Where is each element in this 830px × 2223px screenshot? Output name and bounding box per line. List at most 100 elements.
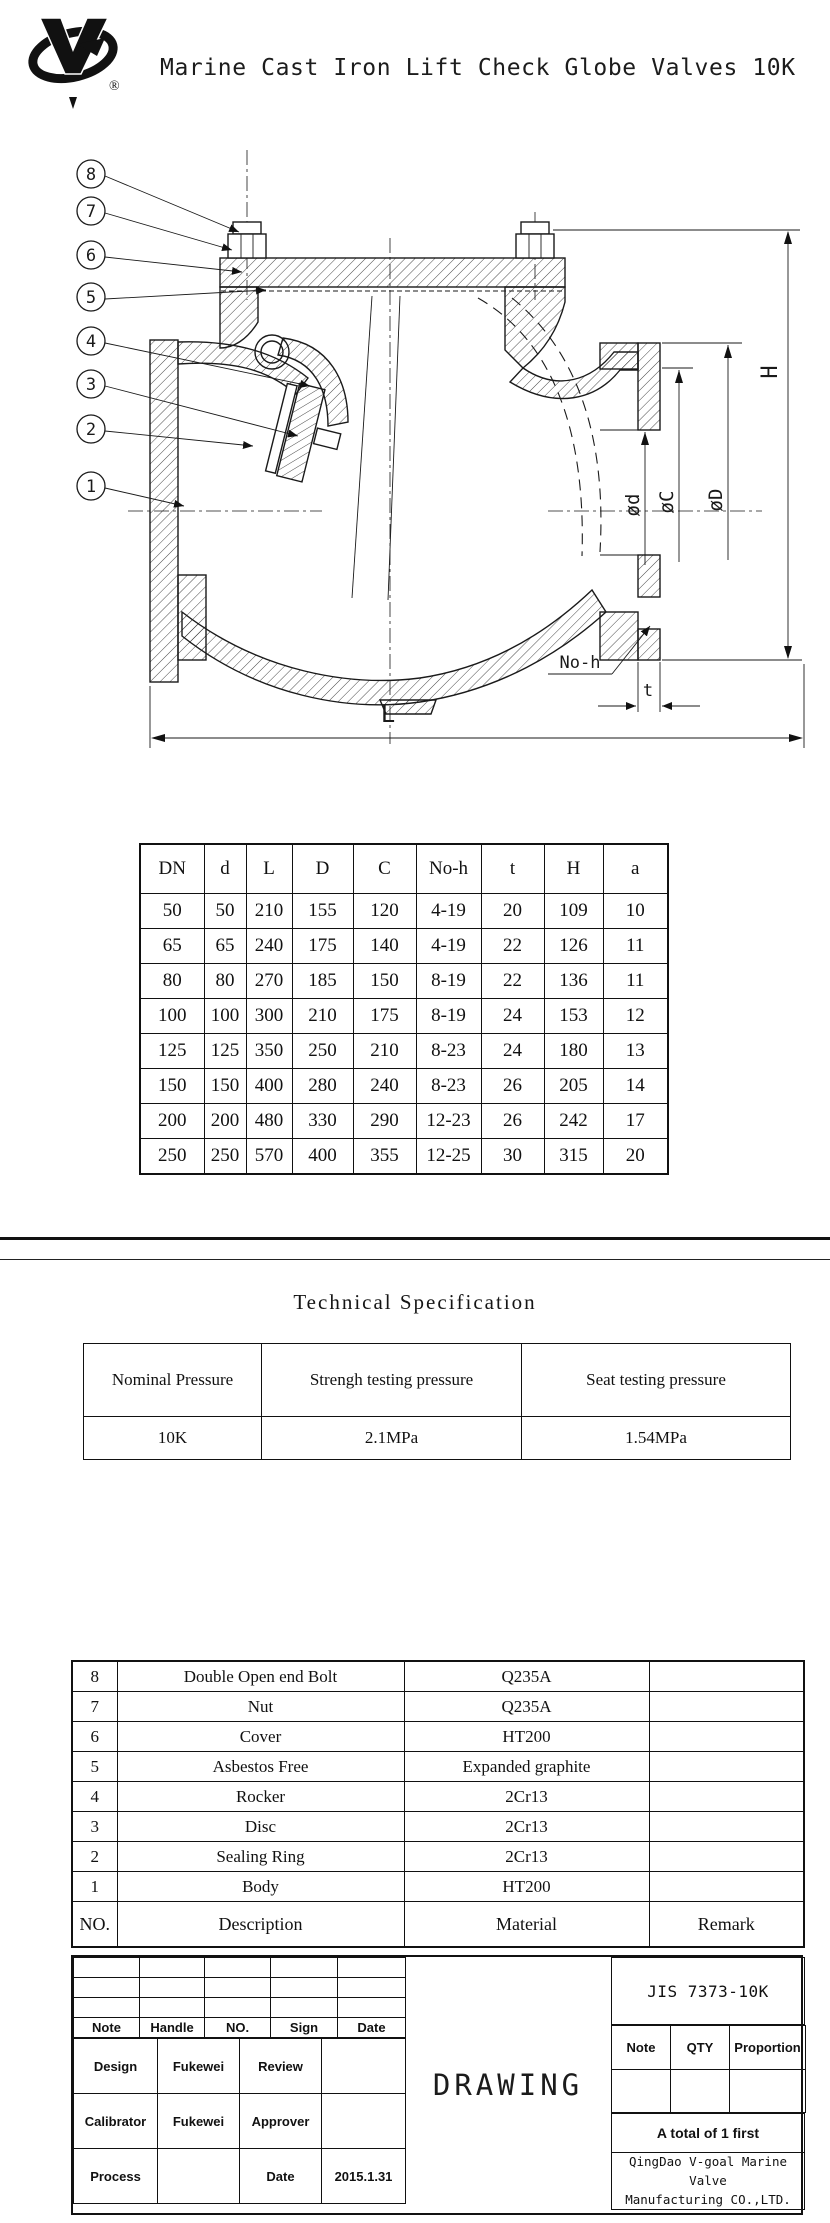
callout-5: 5 bbox=[86, 288, 96, 308]
divider-thin bbox=[0, 1259, 830, 1260]
cell: Review bbox=[239, 2038, 322, 2094]
revision-header-row: Note Handle NO. Sign Date bbox=[73, 2017, 406, 2038]
callout-3: 3 bbox=[86, 375, 96, 395]
cell: Cover bbox=[116, 1721, 405, 1752]
drawing-label: DRAWING bbox=[432, 2068, 584, 2102]
cell: 4 bbox=[71, 1781, 118, 1812]
logo-v-glyph bbox=[38, 17, 110, 75]
cell: 2Cr13 bbox=[403, 1841, 650, 1872]
table-row: 250 250 570 400 355 12-25 30 315 20 bbox=[139, 1138, 669, 1175]
cell: 136 bbox=[543, 963, 604, 999]
cell: 140 bbox=[352, 928, 417, 964]
cell: 22 bbox=[480, 928, 545, 964]
table-row: 65 65 240 175 140 4-19 22 126 11 bbox=[139, 928, 669, 964]
cell: 8-23 bbox=[415, 1033, 482, 1069]
cell: Strengh testing pressure bbox=[261, 1343, 522, 1417]
table-row: 100 100 300 210 175 8-19 24 153 12 bbox=[139, 998, 669, 1034]
cell bbox=[648, 1841, 805, 1872]
cell: Nut bbox=[116, 1691, 405, 1722]
cell: 12 bbox=[602, 998, 669, 1034]
bonnet-left-wall bbox=[219, 286, 259, 349]
cell: 250 bbox=[203, 1138, 247, 1175]
cell bbox=[204, 1997, 271, 2018]
divider-thick bbox=[0, 1237, 830, 1240]
cell: Sign bbox=[270, 2017, 338, 2038]
cell: 240 bbox=[245, 928, 293, 964]
cell: Material bbox=[403, 1901, 650, 1948]
cell bbox=[337, 1977, 406, 1998]
body-bottom-wall bbox=[181, 588, 607, 706]
table-row: 2 Sealing Ring 2Cr13 bbox=[71, 1841, 805, 1872]
cell: 26 bbox=[480, 1068, 545, 1104]
standard-grid: JIS 7373-10K bbox=[611, 1957, 805, 2025]
cell bbox=[321, 2093, 406, 2149]
table-row: Process Date 2015.1.31 bbox=[73, 2148, 406, 2204]
reference-arrow bbox=[69, 97, 77, 109]
cell bbox=[139, 1957, 205, 1978]
cell: 7 bbox=[71, 1691, 118, 1722]
cell: 175 bbox=[352, 998, 417, 1034]
table-row: 3 Disc 2Cr13 bbox=[71, 1811, 805, 1842]
company-line: QingDao V-goal Marine Valve bbox=[628, 2154, 788, 2188]
spec-title: Technical Specification bbox=[293, 1290, 537, 1314]
cell: 50 bbox=[139, 893, 205, 929]
callout-7: 7 bbox=[86, 202, 96, 222]
cover-plate bbox=[219, 257, 566, 288]
dim-label-H: H bbox=[758, 365, 783, 378]
cell bbox=[648, 1811, 805, 1842]
cell bbox=[204, 1977, 271, 1998]
cell: 100 bbox=[139, 998, 205, 1034]
table-row: 6 Cover HT200 bbox=[71, 1721, 805, 1752]
cell: Date bbox=[337, 2017, 406, 2038]
callout-6: 6 bbox=[86, 246, 96, 266]
cell: Q235A bbox=[403, 1660, 650, 1692]
cell: 10K bbox=[83, 1416, 262, 1460]
table-row: 50 50 210 155 120 4-19 20 109 10 bbox=[139, 893, 669, 929]
col-header: C bbox=[352, 843, 417, 894]
cell: 210 bbox=[245, 893, 293, 929]
cell bbox=[670, 2069, 730, 2113]
dim-label-noh: No-h bbox=[560, 653, 601, 673]
col-header: No-h bbox=[415, 843, 482, 894]
valve-drawing: H øD øC ød No-h t L 8 7 6 5 4 3 2 1 bbox=[69, 97, 805, 748]
table-row: 5 Asbestos Free Expanded graphite bbox=[71, 1751, 805, 1782]
cell: 12-23 bbox=[415, 1103, 482, 1139]
title-block-right: JIS 7373-10K Note QTY Proportion A total… bbox=[611, 1957, 806, 2213]
cell bbox=[270, 1997, 338, 2018]
cell: 350 bbox=[245, 1033, 293, 1069]
cell bbox=[337, 1957, 406, 1978]
cell: NO. bbox=[204, 2017, 271, 2038]
cell: 1 bbox=[71, 1871, 118, 1902]
cell: 250 bbox=[291, 1033, 354, 1069]
cell: 50 bbox=[203, 893, 247, 929]
cell: 2 bbox=[71, 1841, 118, 1872]
qty-grid: Note QTY Proportion bbox=[611, 2025, 806, 2113]
table-row: 8 Double Open end Bolt Q235A bbox=[71, 1660, 805, 1692]
cell: Calibrator bbox=[73, 2093, 158, 2149]
cell bbox=[648, 1660, 805, 1692]
cell: 180 bbox=[543, 1033, 604, 1069]
cell: 4-19 bbox=[415, 928, 482, 964]
cell: 2Cr13 bbox=[403, 1781, 650, 1812]
cell: 100 bbox=[203, 998, 247, 1034]
title-block-center: DRAWING bbox=[405, 1957, 611, 2213]
cell: 205 bbox=[543, 1068, 604, 1104]
body-foot bbox=[378, 699, 437, 715]
cell bbox=[648, 1781, 805, 1812]
spec-header-row: Nominal Pressure Strengh testing pressur… bbox=[83, 1343, 791, 1417]
table-row: JIS 7373-10K bbox=[611, 1957, 805, 2025]
cell bbox=[648, 1871, 805, 1902]
company-line: Manufacturing CO.,LTD. bbox=[625, 2191, 791, 2207]
cell: Fukewei bbox=[157, 2038, 240, 2094]
total-grid: A total of 1 first QingDao V-goal Marine… bbox=[611, 2113, 805, 2211]
cell: 330 bbox=[291, 1103, 354, 1139]
cell: Description bbox=[116, 1901, 405, 1948]
table-row bbox=[73, 1957, 406, 1978]
cell: Proportion bbox=[729, 2025, 806, 2070]
cell: 65 bbox=[139, 928, 205, 964]
signature-grid: Design Fukewei Review Calibrator Fukewei… bbox=[73, 2038, 406, 2204]
cell: 17 bbox=[602, 1103, 669, 1139]
cell: Sealing Ring bbox=[116, 1841, 405, 1872]
cell: Asbestos Free bbox=[116, 1751, 405, 1782]
